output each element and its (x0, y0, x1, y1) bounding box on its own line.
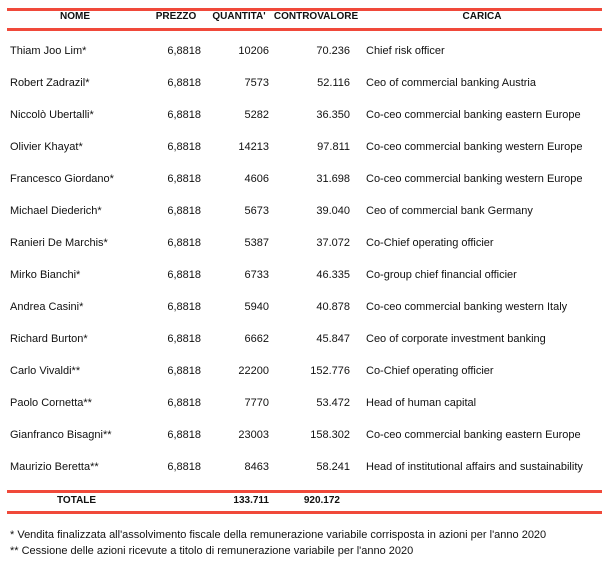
cell-controvalore: 45.847 (316, 333, 350, 345)
cell-quantita: 4606 (244, 173, 269, 185)
cell-quantita: 6733 (244, 269, 269, 281)
table-row: Paolo Cornetta** 6,8818 7770 53.472 Head of … (0, 397, 614, 411)
cell-quantita: 5940 (244, 301, 269, 313)
cell-controvalore: 158.302 (310, 429, 350, 441)
cell-nome: Michael Diederich* (10, 205, 102, 217)
cell-carica: Co-ceo commercial banking western Europe (366, 173, 583, 185)
cell-carica: Co-ceo commercial banking eastern Europe (366, 109, 581, 121)
table-row: Ranieri De Marchis* 6,8818 5387 37.072 Co-Ch… (0, 237, 614, 251)
header-controvalore: CONTROVALORE (273, 11, 359, 22)
cell-quantita: 7573 (244, 77, 269, 89)
cell-nome: Mirko Bianchi* (10, 269, 81, 281)
cell-controvalore: 53.472 (316, 397, 350, 409)
cell-nome: Francesco Giordano* (10, 173, 114, 185)
cell-carica: Co-ceo commercial banking eastern Europe (366, 429, 581, 441)
cell-prezzo: 6,8818 (167, 461, 201, 473)
cell-controvalore: 39.040 (316, 205, 350, 217)
table-row: Richard Burton* 6,8818 6662 45.847 Ceo of co… (0, 333, 614, 347)
footnote-1: * Vendita finalizzata all'assolvimento f… (10, 529, 547, 541)
table-row: Carlo Vivaldi** 6,8818 22200 152.776 Co-Chie… (0, 365, 614, 379)
header-quantita: QUANTITA' (212, 11, 266, 22)
total-label: TOTALE (57, 495, 97, 506)
cell-carica: Co-group chief financial officier (366, 269, 517, 281)
cell-nome: Carlo Vivaldi** (10, 365, 81, 377)
cell-prezzo: 6,8818 (167, 397, 201, 409)
cell-prezzo: 6,8818 (167, 365, 201, 377)
total-row: TOTALE 133.711 920.172 (0, 495, 614, 509)
cell-controvalore: 97.811 (317, 141, 350, 153)
cell-quantita: 5282 (244, 109, 269, 121)
total-controvalore: 920.172 (303, 495, 340, 506)
cell-nome: Thiam Joo Lim* (10, 45, 87, 57)
cell-prezzo: 6,8818 (167, 109, 201, 121)
cell-controvalore: 37.072 (316, 237, 350, 249)
header-carica: CARICA (462, 11, 502, 22)
table-row: Andrea Casini* 6,8818 5940 40.878 Co-ceo com… (0, 301, 614, 315)
cell-quantita: 14213 (238, 141, 269, 153)
cell-quantita: 23003 (238, 429, 269, 441)
cell-controvalore: 46.335 (316, 269, 350, 281)
table-row: Robert Zadrazil* 6,8818 7573 52.116 Ceo of c… (0, 77, 614, 91)
cell-carica: Ceo of corporate investment banking (366, 333, 546, 345)
cell-quantita: 5387 (244, 237, 269, 249)
table-row: Francesco Giordano* 6,8818 4606 31.698 Co-ce… (0, 173, 614, 187)
cell-nome: Niccolò Ubertalli* (10, 109, 94, 121)
cell-carica: Ceo of commercial banking Austria (366, 77, 536, 89)
cell-prezzo: 6,8818 (167, 173, 201, 185)
cell-quantita: 6662 (244, 333, 269, 345)
total-top-rule (7, 490, 602, 493)
cell-controvalore: 40.878 (316, 301, 350, 313)
table-row: Mirko Bianchi* 6,8818 6733 46.335 Co-group c… (0, 269, 614, 283)
cell-carica: Head of institutional affairs and sustai… (366, 461, 583, 473)
cell-carica: Chief risk officer (366, 45, 445, 57)
cell-nome: Maurizio Beretta** (10, 461, 99, 473)
total-quantita: 133.711 (233, 495, 269, 506)
cell-prezzo: 6,8818 (167, 141, 201, 153)
cell-carica: Co-ceo commercial banking western Italy (366, 301, 568, 313)
cell-nome: Robert Zadrazil* (10, 77, 90, 89)
table-row: Gianfranco Bisagni** 6,8818 23003 158.302 Co… (0, 429, 614, 443)
cell-nome: Olivier Khayat* (10, 141, 83, 153)
cell-prezzo: 6,8818 (167, 429, 201, 441)
header-bottom-rule (7, 28, 602, 31)
cell-nome: Gianfranco Bisagni** (10, 429, 112, 441)
total-bottom-rule (7, 511, 602, 514)
cell-controvalore: 36.350 (316, 109, 350, 121)
table-row: Michael Diederich* 6,8818 5673 39.040 Ceo of… (0, 205, 614, 219)
cell-quantita: 10206 (238, 45, 269, 57)
cell-carica: Co-ceo commercial banking western Europe (366, 141, 583, 153)
cell-prezzo: 6,8818 (167, 77, 201, 89)
cell-carica: Co-Chief operating officier (366, 365, 494, 377)
cell-carica: Head of human capital (366, 397, 477, 409)
cell-quantita: 8463 (244, 461, 269, 473)
cell-controvalore: 58.241 (316, 461, 350, 473)
cell-prezzo: 6,8818 (167, 205, 201, 217)
cell-quantita: 5673 (244, 205, 269, 217)
table-row: Niccolò Ubertalli* 6,8818 5282 36.350 Co-ceo… (0, 109, 614, 123)
cell-nome: Andrea Casini* (10, 301, 84, 313)
cell-controvalore: 31.698 (316, 173, 350, 185)
cell-quantita: 7770 (244, 397, 269, 409)
cell-controvalore: 70.236 (316, 45, 350, 57)
header-prezzo: PREZZO (155, 11, 197, 22)
cell-prezzo: 6,8818 (167, 301, 201, 313)
cell-prezzo: 6,8818 (167, 269, 201, 281)
cell-nome: Ranieri De Marchis* (10, 237, 108, 249)
cell-prezzo: 6,8818 (167, 237, 201, 249)
cell-controvalore: 52.116 (317, 77, 350, 89)
footnote-2: ** Cessione delle azioni ricevute a tito… (10, 545, 414, 557)
cell-prezzo: 6,8818 (167, 45, 201, 57)
header-nome: NOME (60, 11, 90, 22)
header-top-rule (7, 8, 602, 11)
table-row: Olivier Khayat* 6,8818 14213 97.811 Co-ceo c… (0, 141, 614, 155)
cell-quantita: 22200 (238, 365, 269, 377)
cell-carica: Co-Chief operating officier (366, 237, 494, 249)
table-row: Maurizio Beretta** 6,8818 8463 58.241 Head o… (0, 461, 614, 475)
cell-nome: Richard Burton* (10, 333, 88, 345)
cell-nome: Paolo Cornetta** (10, 397, 92, 409)
cell-carica: Ceo of commercial bank Germany (366, 205, 533, 217)
cell-controvalore: 152.776 (310, 365, 350, 377)
cell-prezzo: 6,8818 (167, 333, 201, 345)
table-row: Thiam Joo Lim* 6,8818 10206 70.236 Chief ris… (0, 45, 614, 59)
